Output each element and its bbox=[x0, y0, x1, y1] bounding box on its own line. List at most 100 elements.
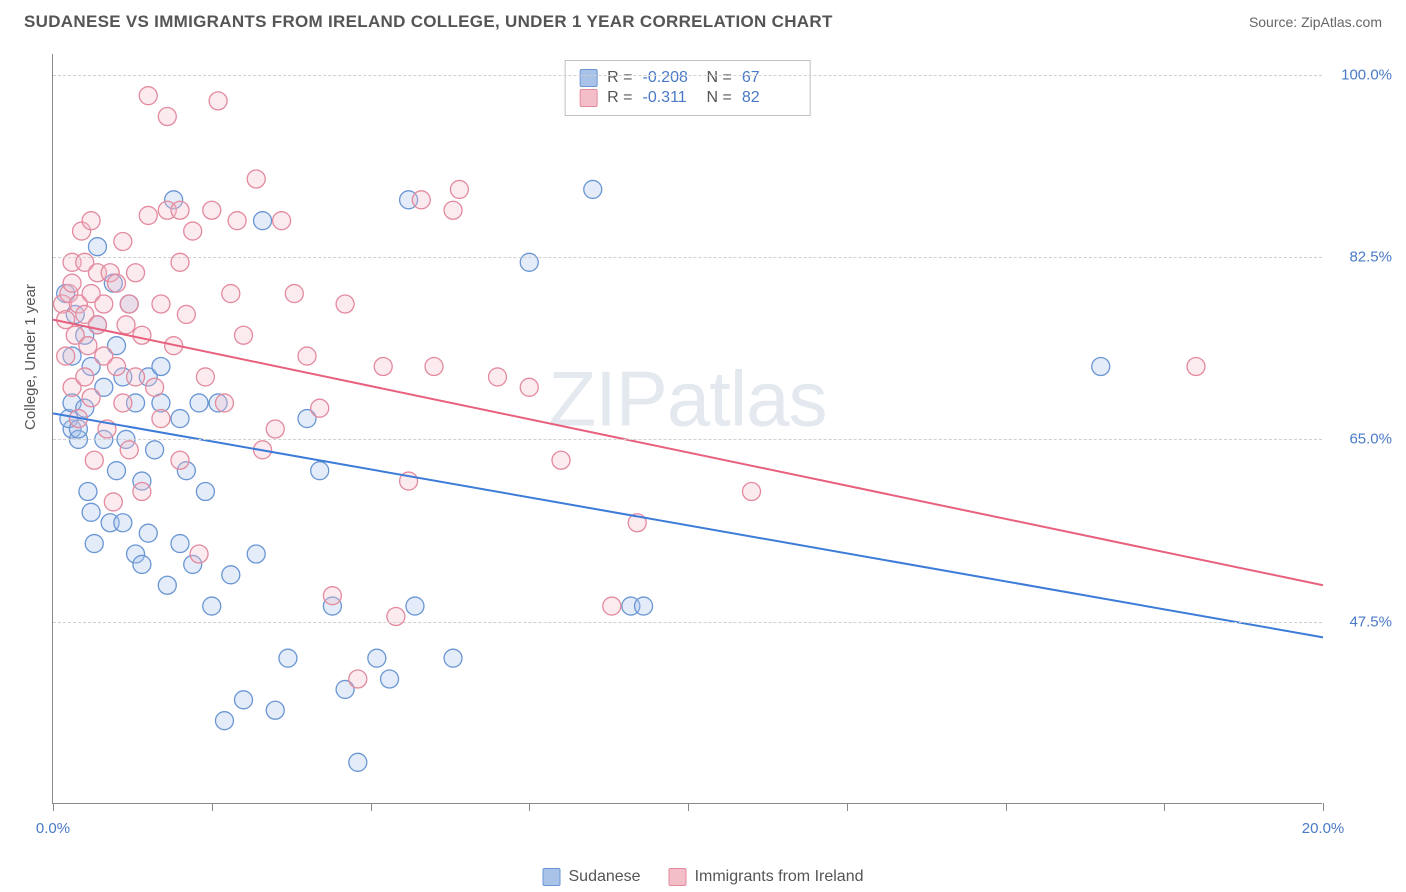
y-tick-label: 100.0% bbox=[1341, 66, 1392, 83]
data-point bbox=[349, 753, 367, 771]
swatch-icon bbox=[579, 89, 597, 107]
data-point bbox=[444, 649, 462, 667]
data-point bbox=[95, 295, 113, 313]
stat-r-value: -0.208 bbox=[643, 69, 697, 87]
legend-label: Sudanese bbox=[569, 868, 641, 886]
data-point bbox=[444, 201, 462, 219]
data-point bbox=[381, 670, 399, 688]
data-point bbox=[190, 394, 208, 412]
data-point bbox=[323, 587, 341, 605]
data-point bbox=[196, 368, 214, 386]
data-point bbox=[117, 316, 135, 334]
data-point bbox=[184, 222, 202, 240]
y-axis-label: College, Under 1 year bbox=[22, 284, 39, 430]
data-point bbox=[222, 566, 240, 584]
data-point bbox=[108, 274, 126, 292]
y-tick-label: 65.0% bbox=[1349, 431, 1392, 448]
data-point bbox=[406, 597, 424, 615]
chart-title: SUDANESE VS IMMIGRANTS FROM IRELAND COLL… bbox=[24, 12, 833, 32]
stat-r-label: R = bbox=[607, 89, 632, 107]
data-point bbox=[235, 691, 253, 709]
data-point bbox=[215, 712, 233, 730]
data-point bbox=[743, 483, 761, 501]
data-point bbox=[349, 670, 367, 688]
scatter-plot-svg bbox=[53, 54, 1322, 803]
data-point bbox=[177, 305, 195, 323]
data-point bbox=[489, 368, 507, 386]
data-point bbox=[63, 274, 81, 292]
data-point bbox=[374, 358, 392, 376]
data-point bbox=[235, 326, 253, 344]
data-point bbox=[254, 212, 272, 230]
stat-n-label: N = bbox=[707, 89, 732, 107]
data-point bbox=[273, 212, 291, 230]
data-point bbox=[133, 555, 151, 573]
data-point bbox=[108, 358, 126, 376]
data-point bbox=[76, 368, 94, 386]
data-point bbox=[203, 597, 221, 615]
data-point bbox=[133, 483, 151, 501]
data-point bbox=[57, 311, 75, 329]
data-point bbox=[584, 180, 602, 198]
data-point bbox=[520, 253, 538, 271]
data-point bbox=[368, 649, 386, 667]
data-point bbox=[79, 337, 97, 355]
swatch-icon bbox=[669, 868, 687, 886]
stat-n-value: 82 bbox=[742, 89, 796, 107]
data-point bbox=[1092, 358, 1110, 376]
stat-r-value: -0.311 bbox=[643, 89, 697, 107]
data-point bbox=[120, 441, 138, 459]
data-point bbox=[158, 108, 176, 126]
stats-legend: R = -0.208 N = 67 R = -0.311 N = 82 bbox=[564, 60, 811, 116]
trend-line bbox=[53, 413, 1323, 637]
chart-plot-area: ZIPatlas R = -0.208 N = 67 R = -0.311 N … bbox=[52, 54, 1322, 804]
data-point bbox=[603, 597, 621, 615]
data-point bbox=[146, 378, 164, 396]
data-point bbox=[552, 451, 570, 469]
data-point bbox=[247, 545, 265, 563]
data-point bbox=[120, 295, 138, 313]
x-tick-label: 0.0% bbox=[36, 820, 70, 837]
data-point bbox=[85, 535, 103, 553]
data-point bbox=[133, 326, 151, 344]
data-point bbox=[82, 503, 100, 521]
data-point bbox=[222, 285, 240, 303]
data-point bbox=[108, 462, 126, 480]
data-point bbox=[266, 701, 284, 719]
data-point bbox=[635, 597, 653, 615]
stat-n-value: 67 bbox=[742, 69, 796, 87]
legend-label: Immigrants from Ireland bbox=[695, 868, 864, 886]
data-point bbox=[158, 576, 176, 594]
data-point bbox=[450, 180, 468, 198]
data-point bbox=[311, 462, 329, 480]
x-tick-label: 20.0% bbox=[1302, 820, 1345, 837]
data-point bbox=[247, 170, 265, 188]
data-point bbox=[228, 212, 246, 230]
data-point bbox=[57, 347, 75, 365]
data-point bbox=[152, 410, 170, 428]
data-point bbox=[85, 451, 103, 469]
data-point bbox=[127, 368, 145, 386]
data-point bbox=[279, 649, 297, 667]
data-point bbox=[171, 253, 189, 271]
data-point bbox=[171, 535, 189, 553]
data-point bbox=[114, 514, 132, 532]
stats-row-series-1: R = -0.311 N = 82 bbox=[579, 89, 796, 107]
data-point bbox=[1187, 358, 1205, 376]
data-point bbox=[82, 389, 100, 407]
data-point bbox=[387, 608, 405, 626]
data-point bbox=[298, 347, 316, 365]
data-point bbox=[146, 441, 164, 459]
bottom-legend: Sudanese Immigrants from Ireland bbox=[543, 868, 864, 886]
data-point bbox=[171, 201, 189, 219]
legend-item-0: Sudanese bbox=[543, 868, 641, 886]
y-tick-label: 82.5% bbox=[1349, 249, 1392, 266]
swatch-icon bbox=[579, 69, 597, 87]
data-point bbox=[425, 358, 443, 376]
data-point bbox=[336, 295, 354, 313]
stat-n-label: N = bbox=[707, 69, 732, 87]
swatch-icon bbox=[543, 868, 561, 886]
data-point bbox=[285, 285, 303, 303]
data-point bbox=[88, 238, 106, 256]
data-point bbox=[196, 483, 214, 501]
